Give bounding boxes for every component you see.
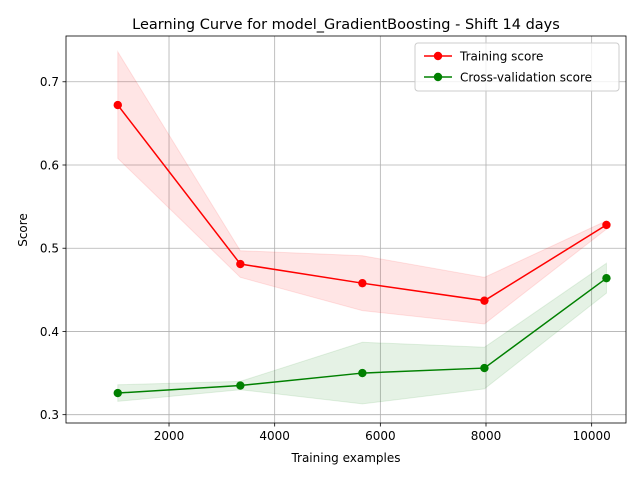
legend-marker-training [433,51,443,61]
chart-title: Learning Curve for model_GradientBoostin… [132,17,560,33]
x-axis-label: Training examples [290,451,400,465]
plot-frame [65,35,627,424]
data-point [480,296,489,305]
data-point [480,363,489,373]
y-tick-label: 0.7 [40,75,59,89]
y-tick-label: 0.5 [40,242,59,256]
series-points [113,100,611,398]
data-point [113,388,122,398]
data-point [358,278,367,288]
legend-label-training: Training score [459,50,543,64]
legend: Training score Cross-validation score [414,42,620,92]
x-axis-ticks: 2000 4000 6000 8000 10000 [154,423,611,443]
y-tick-label: 0.6 [40,158,59,172]
legend-box [414,42,620,92]
y-tick-label: 0.4 [40,325,59,339]
data-point [236,381,245,390]
x-tick-label: 10000 [573,429,611,443]
data-point [358,368,367,378]
legend-marker-cv [433,72,443,82]
x-tick-label: 8000 [471,429,502,443]
data-point [602,273,611,283]
y-axis-ticks: 0.3 0.4 0.5 0.6 0.7 [40,75,66,422]
x-tick-label: 2000 [154,429,185,443]
data-point [113,100,122,110]
x-tick-label: 4000 [259,429,290,443]
y-axis-label: Score [16,213,30,247]
legend-label-cv: Cross-validation score [460,71,592,85]
x-tick-label: 6000 [365,429,396,443]
data-point [602,220,611,230]
y-tick-label: 0.3 [40,408,59,422]
data-point [236,259,245,269]
